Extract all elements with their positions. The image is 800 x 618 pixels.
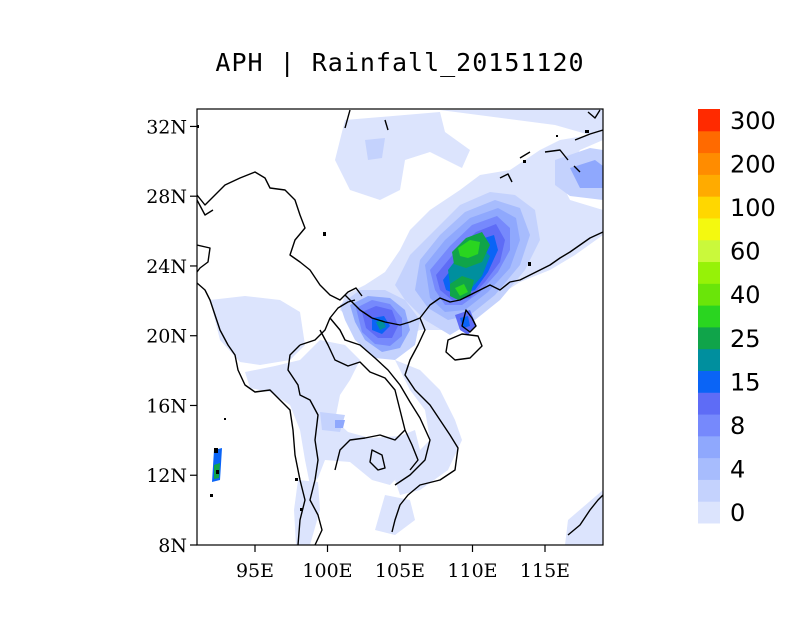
colorbar-swatch <box>698 457 720 480</box>
map-axes: 32N 28N 24N 20N 16N 12N 8N 95E 100E 105E 110E 115E <box>146 116 570 582</box>
colorbar-swatch <box>698 392 720 415</box>
colorbar-swatch <box>698 479 720 502</box>
lat-tick-label: 20N <box>146 326 187 348</box>
colorbar-label: 4 <box>730 456 745 484</box>
colorbar-label: 25 <box>730 325 761 353</box>
colorbar-label: 8 <box>730 412 745 440</box>
lon-tick-label: 110E <box>447 560 497 582</box>
lon-tick-label: 95E <box>236 560 274 582</box>
colorbar-swatch <box>698 130 720 154</box>
colorbar-swatch <box>698 196 720 219</box>
lon-tick-label: 115E <box>520 560 570 582</box>
colorbar-swatch <box>698 414 720 437</box>
colorbar: 0 4 8 15 25 40 60 100 200 300 <box>698 107 776 527</box>
lat-tick-label: 32N <box>146 116 187 138</box>
lat-tick-label: 12N <box>146 465 187 487</box>
colorbar-swatch <box>698 152 720 175</box>
colorbar-swatch <box>698 261 720 284</box>
colorbar-label: 300 <box>730 107 776 135</box>
island-marks <box>197 125 589 511</box>
country-borders <box>197 109 603 545</box>
colorbar-label: 0 <box>730 499 745 527</box>
lat-tick-label: 24N <box>146 256 187 278</box>
lon-tick-label: 100E <box>302 560 352 582</box>
colorbar-label: 60 <box>730 238 761 266</box>
colorbar-swatch <box>698 326 720 350</box>
lat-tick-label: 28N <box>146 186 187 208</box>
colorbar-swatch <box>698 348 720 371</box>
lon-tick-label: 105E <box>375 560 425 582</box>
colorbar-swatch <box>698 109 720 132</box>
colorbar-label: 40 <box>730 281 761 309</box>
colorbar-swatch <box>698 217 720 241</box>
rainfall-field <box>210 109 603 545</box>
colorbar-swatch <box>698 174 720 197</box>
colorbar-swatch <box>698 435 720 459</box>
map-title: APH | Rainfall_20151120 <box>215 48 585 77</box>
colorbar-label: 15 <box>730 368 761 396</box>
colorbar-label: 100 <box>730 194 776 222</box>
colorbar-swatch <box>698 501 720 524</box>
colorbar-swatch <box>698 239 720 263</box>
lat-tick-label: 8N <box>158 535 187 557</box>
colorbar-swatch <box>698 305 720 328</box>
colorbar-swatch <box>698 370 720 393</box>
colorbar-label: 200 <box>730 150 776 178</box>
lat-tick-label: 16N <box>146 395 187 417</box>
colorbar-swatch <box>698 283 720 306</box>
